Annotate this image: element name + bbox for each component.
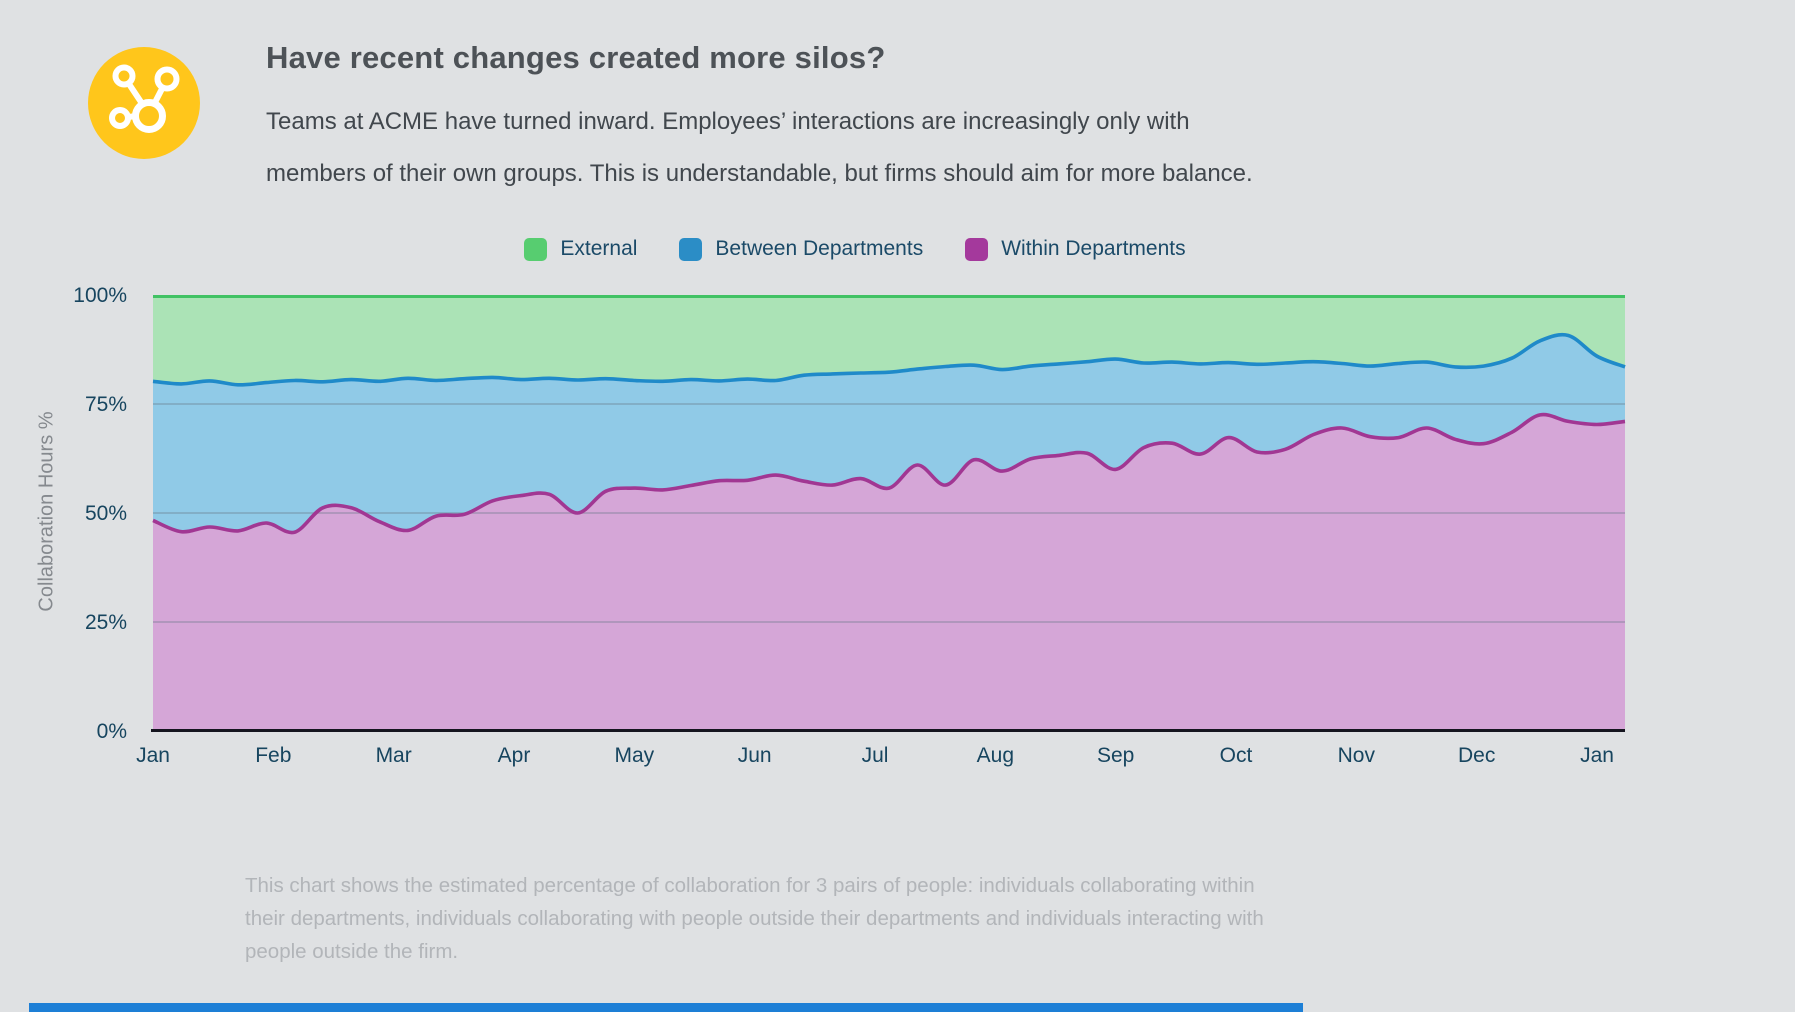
x-tick-label-6-jul: Jul xyxy=(861,744,889,767)
x-axis-line xyxy=(151,729,1625,732)
legend-swatch-icon xyxy=(679,237,703,261)
x-tick-label-0-jan: Jan xyxy=(136,744,170,767)
legend-label: Within Departments xyxy=(1001,237,1186,260)
share-network-icon xyxy=(109,64,180,133)
x-tick-label-2-mar: Mar xyxy=(375,744,412,767)
chart-plot-area xyxy=(152,295,1626,731)
chart-caption-line-2: their departments, individuals collabora… xyxy=(245,907,1264,930)
x-tick-label-12-jan: Jan xyxy=(1580,744,1614,767)
chart-caption-line-3: people outside the firm. xyxy=(245,940,459,963)
x-tick-label-9-oct: Oct xyxy=(1219,744,1253,767)
x-tick-label-8-sep: Sep xyxy=(1096,744,1135,767)
page-subtitle: Teams at ACME have turned inward. Employ… xyxy=(266,96,1626,200)
page-title: Have recent changes created more silos? xyxy=(266,40,886,75)
brand-badge xyxy=(88,47,200,159)
area-between-departments xyxy=(153,334,1625,533)
line-between-departments xyxy=(152,332,1626,387)
x-tick-label-4-may: May xyxy=(614,744,655,767)
x-tick-label-7-aug: Aug xyxy=(976,744,1015,767)
legend-swatch-icon xyxy=(965,237,989,261)
legend-swatch-icon xyxy=(524,237,548,261)
area-external xyxy=(153,295,1625,385)
x-tick-label-5-jun: Jun xyxy=(737,744,772,767)
legend-item-between-departments[interactable]: Between Departments xyxy=(679,237,923,261)
stacked-area-chart xyxy=(152,295,1626,731)
area-within-departments xyxy=(153,414,1625,731)
y-tick-label-100: 100% xyxy=(73,284,127,307)
y-tick-label-0: 0% xyxy=(96,720,127,743)
y-tick-label-25: 25% xyxy=(84,611,127,634)
y-tick-label-75: 75% xyxy=(84,393,127,416)
legend-label: External xyxy=(560,237,638,260)
chart-caption-line-1: This chart shows the estimated percentag… xyxy=(245,874,1255,897)
line-within-departments xyxy=(152,412,1626,535)
x-tick-label-1-feb: Feb xyxy=(255,744,292,767)
x-tick-label-3-apr: Apr xyxy=(497,744,531,767)
page-subtitle-line-1: Teams at ACME have turned inward. Employ… xyxy=(266,108,1190,135)
legend-item-external[interactable]: External xyxy=(524,237,637,261)
page-subtitle-line-2: members of their own groups. This is und… xyxy=(266,160,1253,187)
x-tick-label-11-dec: Dec xyxy=(1457,744,1496,767)
legend-label: Between Departments xyxy=(715,237,924,260)
legend-item-within-departments[interactable]: Within Departments xyxy=(965,237,1186,261)
chart-legend: External Between Departments Within Depart… xyxy=(153,237,1557,261)
x-tick-label-10-nov: Nov xyxy=(1337,744,1375,767)
bottom-accent-bar xyxy=(29,1003,1303,1012)
y-tick-label-50: 50% xyxy=(84,502,127,525)
chart-caption: This chart shows the estimated percentag… xyxy=(245,869,1545,968)
